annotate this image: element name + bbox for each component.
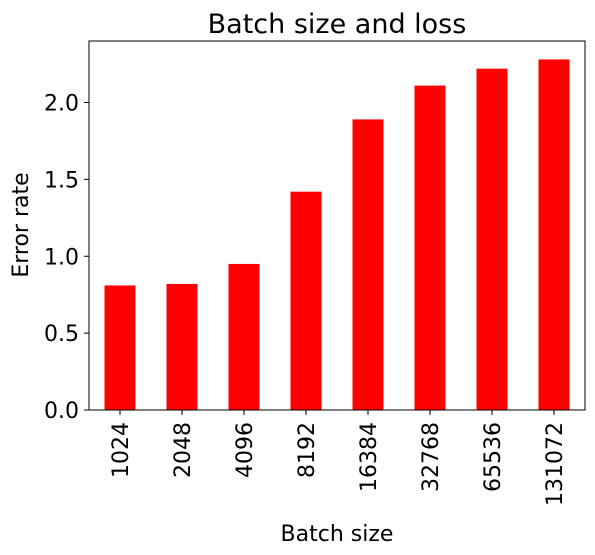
x-tick-label: 131072 [543, 422, 568, 506]
bar-131072 [538, 59, 570, 410]
plot-frame [88, 40, 586, 411]
y-tick-label: 0.5 [44, 322, 79, 347]
y-tick-label: 2.0 [44, 92, 79, 117]
x-tick-label: 32768 [419, 422, 444, 492]
x-tick-label: 8192 [295, 422, 320, 478]
x-tick-label: 1024 [109, 422, 134, 478]
x-tick-label: 65536 [481, 422, 506, 492]
chart-title: Batch size and loss [208, 9, 467, 40]
y-tick-label: 0.0 [44, 399, 79, 424]
y-tick-label: 1.0 [44, 245, 79, 270]
y-axis: 0.0 0.5 1.0 1.5 2.0 [44, 92, 89, 424]
bars-group [104, 59, 570, 411]
x-axis: 1024 2048 4096 8192 16384 32768 65536 131072 [109, 410, 568, 506]
bar-4096 [228, 263, 260, 410]
x-tick-label: 2048 [171, 422, 196, 478]
bar-8192 [290, 191, 322, 410]
bar-1024 [104, 285, 136, 410]
y-tick-label: 1.5 [44, 168, 79, 193]
bar-2048 [166, 283, 198, 410]
x-axis-label: Batch size [281, 522, 394, 547]
y-axis-label: Error rate [9, 172, 34, 277]
x-tick-label: 16384 [357, 422, 382, 492]
bar-16384 [352, 119, 384, 410]
bar-32768 [414, 85, 446, 410]
x-tick-label: 4096 [233, 422, 258, 478]
bar-65536 [476, 68, 508, 411]
